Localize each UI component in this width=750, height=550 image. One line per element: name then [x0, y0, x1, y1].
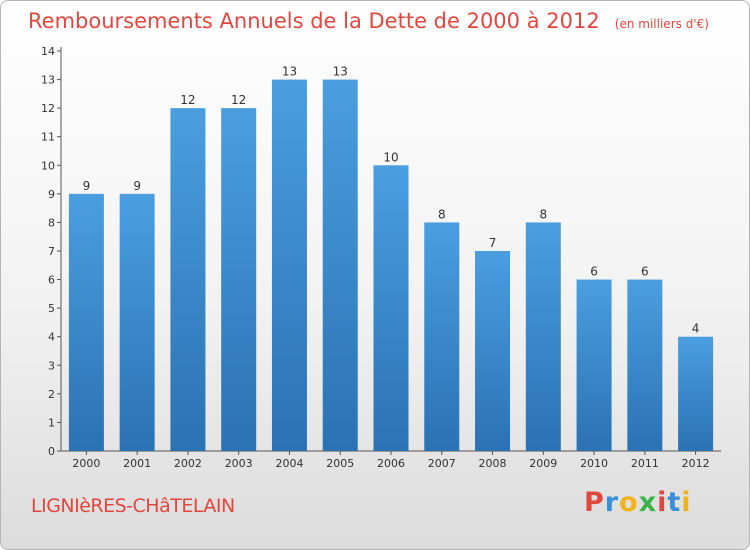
bar — [271, 79, 307, 452]
logo-letter: i — [657, 487, 668, 518]
data-label: 6 — [590, 265, 598, 279]
y-tick-label: 5 — [48, 302, 55, 315]
bar — [576, 279, 612, 451]
x-tick-label: 2001 — [123, 457, 151, 470]
x-tick-label: 2006 — [377, 457, 405, 470]
bar — [119, 193, 155, 451]
x-tick-label: 2012 — [682, 457, 710, 470]
data-label: 7 — [489, 236, 497, 250]
bars: 9 9 12 12 13 13 10 8 7 8 6 6 4 — [68, 65, 714, 452]
bar — [475, 251, 511, 451]
x-tick-label: 2003 — [225, 457, 253, 470]
bar — [68, 193, 104, 451]
logo-letter: t — [667, 487, 682, 518]
data-label: 4 — [692, 322, 700, 336]
logo-letter: i — [681, 487, 692, 518]
logo-letter: o — [619, 487, 639, 518]
bar — [170, 108, 206, 452]
x-tick-label: 2007 — [428, 457, 456, 470]
chart-title: Remboursements Annuels de la Dette de 20… — [28, 9, 600, 33]
y-tick-label: 14 — [41, 45, 55, 58]
data-label: 6 — [641, 265, 649, 279]
data-label: 10 — [383, 150, 398, 164]
y-tick-label: 3 — [48, 359, 55, 372]
x-tick-label: 2009 — [529, 457, 557, 470]
y-tick-label: 1 — [48, 416, 55, 429]
data-label: 8 — [539, 207, 547, 221]
y-tick-label: 4 — [48, 331, 55, 344]
x-tick-label: 2011 — [631, 457, 659, 470]
bar — [373, 165, 409, 452]
y-tick-label: 7 — [48, 245, 55, 258]
x-tick-label: 2002 — [174, 457, 202, 470]
y-tick-label: 13 — [41, 74, 55, 87]
x-tick-label: 2008 — [479, 457, 507, 470]
x-tick-label: 2005 — [326, 457, 354, 470]
data-label: 13 — [333, 65, 348, 79]
bar — [678, 336, 714, 451]
x-tick-label: 2010 — [580, 457, 608, 470]
y-tick-label: 9 — [48, 188, 55, 201]
data-label: 8 — [438, 207, 446, 221]
chart-subtitle: (en milliers d'€) — [614, 17, 709, 31]
bar — [424, 222, 460, 451]
data-label: 9 — [133, 179, 141, 193]
y-tick-label: 8 — [48, 216, 55, 229]
y-tick-label: 11 — [41, 131, 55, 144]
data-label: 12 — [231, 93, 246, 107]
bar — [627, 279, 663, 451]
x-tick-label: 2000 — [72, 457, 100, 470]
x-tick-label: 2004 — [275, 457, 303, 470]
data-label: 12 — [180, 93, 195, 107]
title-row: Remboursements Annuels de la Dette de 20… — [28, 9, 709, 33]
logo-letter: P — [584, 487, 605, 518]
commune-name: LIGNIèRES-CHâTELAIN — [31, 495, 235, 517]
bar — [221, 108, 257, 452]
logo-letter: x — [638, 487, 658, 518]
logo-letter: r — [604, 487, 620, 518]
bar — [525, 222, 561, 451]
y-tick-label: 2 — [48, 388, 55, 401]
data-label: 13 — [282, 65, 297, 79]
data-label: 9 — [83, 179, 91, 193]
y-tick-label: 12 — [41, 102, 55, 115]
y-tick-label: 0 — [48, 445, 55, 458]
bar — [322, 79, 358, 452]
y-tick-label: 10 — [41, 159, 55, 172]
proxiti-logo: Proxiti — [584, 487, 692, 518]
y-tick-label: 6 — [48, 274, 55, 287]
